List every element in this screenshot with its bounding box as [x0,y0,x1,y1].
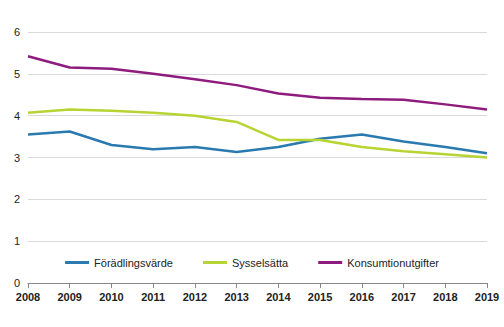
svg-text:1: 1 [14,235,20,247]
svg-text:4: 4 [14,110,20,122]
svg-text:2014: 2014 [266,291,291,303]
svg-text:Sysselsätta: Sysselsätta [232,257,289,269]
svg-text:2013: 2013 [224,291,248,303]
svg-text:Konsumtionutgifter: Konsumtionutgifter [347,257,439,269]
svg-text:0: 0 [14,277,20,289]
svg-text:2008: 2008 [16,291,40,303]
svg-text:6: 6 [14,26,20,38]
svg-text:2016: 2016 [350,291,374,303]
svg-text:2: 2 [14,193,20,205]
svg-text:2009: 2009 [57,291,81,303]
svg-text:Förädlingsvärde: Förädlingsvärde [94,257,173,269]
svg-text:3: 3 [14,152,20,164]
svg-text:2012: 2012 [183,291,207,303]
svg-text:2011: 2011 [141,291,165,303]
svg-text:5: 5 [14,68,20,80]
svg-text:2018: 2018 [433,291,457,303]
svg-text:2017: 2017 [391,291,415,303]
svg-text:2010: 2010 [99,291,123,303]
svg-text:2015: 2015 [308,291,332,303]
svg-text:2019: 2019 [475,291,499,303]
